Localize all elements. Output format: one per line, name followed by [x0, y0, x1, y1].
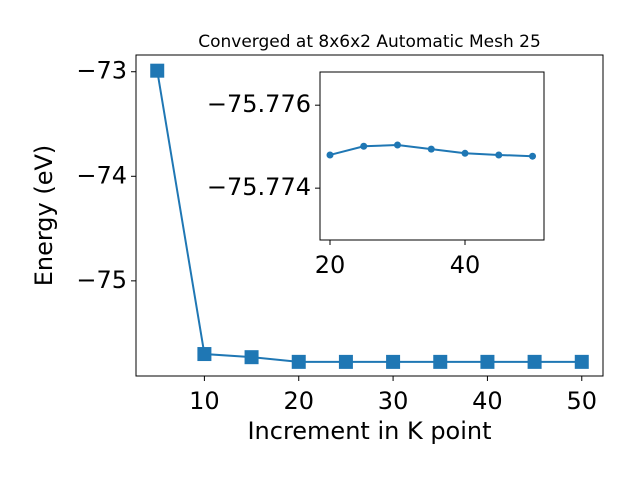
marker [461, 149, 469, 157]
x-tick-label: 40 [450, 251, 481, 279]
axes-frame [319, 71, 545, 241]
y-tick-label: −75 [76, 266, 127, 294]
x-tick-label: 20 [315, 251, 346, 279]
y-tick-label: −75.774 [207, 173, 311, 201]
marker [291, 354, 306, 369]
y-tick-label: −73 [76, 57, 127, 85]
x-axis-label: Increment in K point [247, 417, 491, 445]
y-axis-label: Energy (eV) [30, 145, 58, 287]
marker [480, 354, 495, 369]
axes-frame [135, 54, 604, 377]
marker [197, 347, 212, 362]
marker [527, 354, 542, 369]
marker [529, 152, 537, 160]
x-tick-label: 20 [283, 387, 314, 415]
marker [338, 354, 353, 369]
y-tick-label: −74 [76, 161, 127, 189]
marker [326, 151, 334, 159]
series-line [156, 70, 582, 363]
marker [495, 151, 503, 159]
x-tick-label: 40 [472, 387, 503, 415]
marker [574, 354, 589, 369]
marker [394, 141, 402, 149]
x-tick-label: 10 [189, 387, 220, 415]
x-tick-label: 30 [378, 387, 409, 415]
chart-title: Converged at 8x6x2 Automatic Mesh 25 [198, 32, 541, 52]
marker [427, 145, 435, 153]
marker [433, 354, 448, 369]
marker [360, 142, 368, 150]
marker [150, 63, 165, 78]
marker [244, 350, 259, 365]
marker [386, 354, 401, 369]
x-tick-label: 50 [566, 387, 597, 415]
y-tick-label: −75.776 [207, 90, 311, 118]
